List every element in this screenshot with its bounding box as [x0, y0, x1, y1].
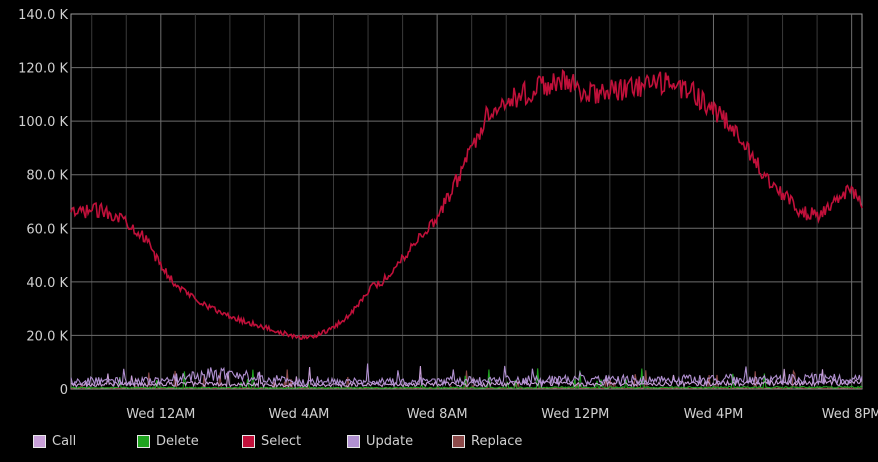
y-tick-label: 40.0 K	[26, 276, 68, 291]
plot-area	[70, 13, 863, 390]
y-tick-label: 20.0 K	[26, 329, 68, 344]
traffic-line-chart: 0 20.0 K 40.0 K 60.0 K 80.0 K 100.0 K 120.0 K 1…	[18, 8, 878, 422]
series-line-select	[70, 68, 863, 340]
legend-swatch-replace	[452, 435, 465, 448]
x-tick-label: Wed 8AM	[407, 407, 468, 422]
legend-swatch-update	[347, 435, 360, 448]
legend: Call Delete Select Update Replace	[0, 434, 878, 458]
x-tick-label: Wed 12AM	[126, 407, 195, 422]
y-tick-label: 100.0 K	[18, 115, 68, 130]
x-tick-label: Wed 12PM	[541, 407, 609, 422]
series-line-update	[70, 363, 863, 388]
legend-label-replace: Replace	[471, 434, 523, 449]
legend-label-delete: Delete	[156, 434, 199, 449]
legend-swatch-delete	[137, 435, 150, 448]
y-tick-label: 0	[60, 383, 68, 398]
y-tick-label: 60.0 K	[26, 222, 68, 237]
y-tick-label: 80.0 K	[26, 169, 68, 184]
x-axis-labels: Wed 12AM Wed 4AM Wed 8AM Wed 12PM Wed 4PM Wed…	[126, 407, 878, 422]
legend-label-call: Call	[52, 434, 77, 449]
series-line-call	[70, 365, 863, 389]
legend-item-call: Call	[33, 434, 76, 449]
legend-label-select: Select	[261, 434, 302, 449]
x-tick-label: Wed 4PM	[684, 407, 744, 422]
series-lines	[70, 68, 863, 391]
legend-swatch-select	[242, 435, 255, 448]
gridlines	[71, 14, 862, 389]
legend-item-delete: Delete	[137, 434, 199, 449]
legend-item-select: Select	[242, 434, 301, 449]
y-tick-label: 120.0 K	[18, 62, 68, 77]
x-tick-label: Wed 4AM	[269, 407, 330, 422]
legend-item-replace: Replace	[452, 434, 522, 449]
y-axis-labels: 0 20.0 K 40.0 K 60.0 K 80.0 K 100.0 K 120.0 K 1…	[18, 8, 68, 398]
x-tick-label: Wed 8PM	[822, 407, 878, 422]
legend-item-update: Update	[347, 434, 413, 449]
y-tick-label: 140.0 K	[18, 8, 68, 23]
legend-swatch-call	[33, 435, 46, 448]
legend-label-update: Update	[366, 434, 414, 449]
series-line-replace	[70, 369, 863, 391]
series-line-delete	[70, 368, 863, 390]
